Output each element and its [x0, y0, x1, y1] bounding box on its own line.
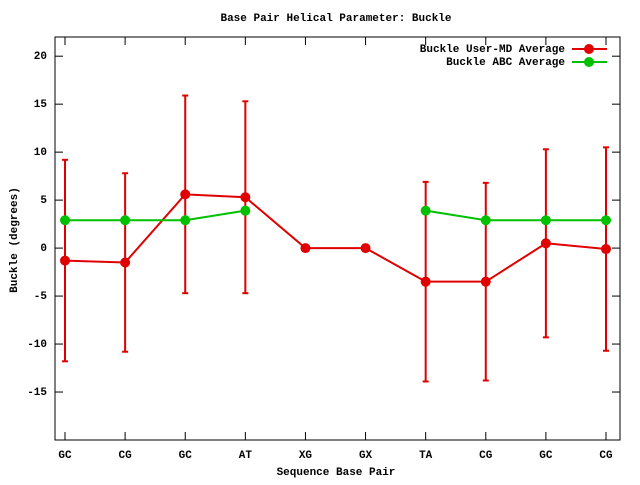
x-tick-label: TA — [419, 450, 433, 462]
x-tick-label: CG — [599, 450, 613, 462]
y-tick-label: 5 — [40, 195, 47, 207]
y-tick-label: -5 — [34, 291, 48, 303]
point — [540, 215, 551, 226]
x-tick-label: AT — [239, 450, 253, 462]
x-tick-label: GC — [58, 450, 72, 462]
point — [240, 205, 251, 216]
x-tick-label: XG — [299, 450, 313, 462]
y-tick-label: 10 — [34, 147, 47, 159]
point — [601, 244, 611, 255]
point — [180, 189, 191, 200]
point — [240, 192, 251, 203]
point — [360, 243, 371, 254]
point — [60, 215, 70, 226]
legend-label: Buckle ABC Average — [446, 57, 565, 69]
point — [420, 276, 431, 287]
plot-frame — [54, 36, 621, 441]
y-tick-label: -10 — [27, 339, 47, 351]
point — [180, 215, 191, 226]
x-tick-label: GC — [179, 450, 193, 462]
point — [540, 238, 551, 249]
point — [120, 257, 131, 268]
chart-title: Base Pair Helical Parameter: Buckle — [220, 13, 451, 25]
x-tick-label: GC — [539, 450, 553, 462]
x-tick-label: CG — [479, 450, 493, 462]
series-line — [65, 209, 606, 222]
y-tick-label: 15 — [34, 99, 48, 111]
point — [601, 215, 611, 226]
y-tick-label: -15 — [27, 387, 47, 399]
legend-marker — [584, 57, 594, 67]
y-tick-label: 20 — [34, 51, 47, 63]
point — [480, 215, 491, 226]
point — [60, 255, 70, 266]
point — [300, 243, 311, 254]
legend-label: Buckle User-MD Average — [420, 44, 566, 56]
series-line — [64, 193, 607, 283]
legend-marker — [584, 44, 594, 54]
point — [420, 205, 431, 216]
x-tick-label: CG — [119, 450, 133, 462]
y-tick-label: 0 — [40, 243, 47, 255]
point — [480, 276, 491, 287]
point — [120, 215, 131, 226]
y-axis-label: Buckle (degrees) — [9, 187, 21, 293]
x-axis-label: Sequence Base Pair — [277, 467, 396, 479]
x-tick-label: GX — [359, 450, 373, 462]
